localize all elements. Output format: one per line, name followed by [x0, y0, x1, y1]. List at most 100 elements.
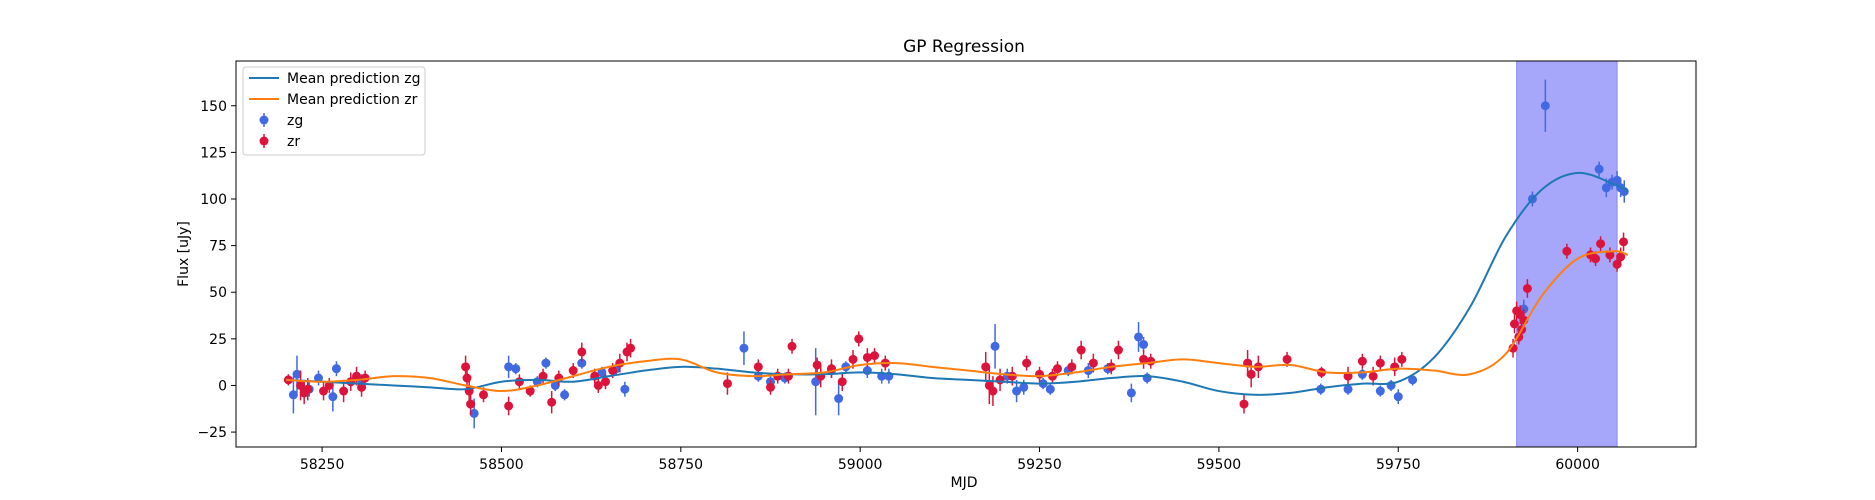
- data-point: [597, 367, 607, 377]
- data-point: [1282, 354, 1292, 364]
- data-point: [1596, 239, 1606, 249]
- data-point: [1052, 364, 1062, 374]
- plot-area: [283, 60, 1629, 448]
- data-point: [1375, 358, 1385, 368]
- y-tick-label: 0: [218, 378, 227, 394]
- data-point: [339, 386, 349, 396]
- data-point: [1375, 386, 1385, 396]
- data-point: [550, 380, 560, 390]
- data-point: [854, 334, 864, 344]
- data-point: [862, 352, 872, 362]
- data-point: [1113, 345, 1123, 355]
- data-point: [1408, 375, 1418, 385]
- y-tick-label: 125: [200, 145, 227, 161]
- data-point: [1393, 392, 1403, 402]
- data-point: [1605, 250, 1615, 260]
- data-point: [461, 362, 471, 372]
- x-tick-label: 58500: [479, 457, 524, 473]
- line-mean-prediction-zg: [286, 171, 1629, 396]
- line-mean-prediction-zr: [286, 250, 1629, 393]
- data-point: [739, 343, 749, 353]
- x-axis: 58250 58500 58750 59000 59250 59500 59750 60000: [300, 447, 1600, 473]
- data-point: [1594, 164, 1604, 174]
- series-zg: [288, 79, 1629, 429]
- x-tick-label: 59250: [1017, 457, 1062, 473]
- data-point: [479, 390, 489, 400]
- data-point: [1357, 356, 1367, 366]
- x-tick-label: 60000: [1555, 457, 1600, 473]
- legend-marker-zg: [259, 115, 269, 125]
- data-point: [1146, 356, 1156, 366]
- data-point: [1562, 246, 1572, 256]
- y-tick-label: 100: [200, 192, 227, 208]
- x-tick-label: 59000: [838, 457, 883, 473]
- data-point: [504, 401, 514, 411]
- data-point: [812, 360, 822, 370]
- data-point: [1012, 386, 1022, 396]
- data-point: [593, 380, 603, 390]
- data-point: [848, 354, 858, 364]
- legend-label-zg-mean: Mean prediction zg: [287, 71, 421, 87]
- legend: Mean prediction zg Mean prediction zr zg…: [242, 66, 426, 156]
- plot-frame: [235, 60, 1697, 448]
- x-tick-label: 58750: [659, 457, 704, 473]
- x-axis-label: MJD: [951, 475, 978, 491]
- data-point: [1134, 332, 1144, 342]
- y-tick-label: −25: [197, 425, 227, 441]
- x-tick-label: 59500: [1197, 457, 1242, 473]
- data-point: [834, 394, 844, 404]
- data-point: [1088, 358, 1098, 368]
- data-point: [626, 343, 636, 353]
- data-point: [525, 386, 535, 396]
- data-point: [357, 382, 367, 392]
- data-point: [1142, 373, 1152, 383]
- x-tick-label: 58250: [300, 457, 345, 473]
- data-point: [722, 379, 732, 389]
- data-point: [1357, 369, 1367, 379]
- data-point: [753, 362, 763, 372]
- data-point: [462, 373, 472, 383]
- y-axis-label: Flux [uJy]: [176, 221, 192, 287]
- data-point: [1509, 319, 1519, 329]
- y-tick-label: 75: [209, 239, 227, 255]
- legend-marker-zr: [259, 136, 269, 146]
- data-point: [352, 371, 362, 381]
- data-point: [1022, 358, 1032, 368]
- data-point: [469, 408, 479, 418]
- data-point: [600, 377, 610, 387]
- data-point: [620, 384, 630, 394]
- data-point: [1397, 354, 1407, 364]
- data-point: [292, 369, 302, 379]
- data-point: [1368, 371, 1378, 381]
- data-point: [783, 371, 793, 381]
- data-point: [1139, 354, 1149, 364]
- data-point: [988, 386, 998, 396]
- x-tick-label: 59750: [1376, 457, 1421, 473]
- data-point: [538, 371, 548, 381]
- y-axis: −25 0 25 50 75 100 125 150: [197, 99, 236, 441]
- data-point: [862, 366, 872, 376]
- data-point: [314, 373, 324, 383]
- data-point: [1019, 382, 1029, 392]
- legend-label-zr: zr: [287, 134, 300, 150]
- data-point: [541, 358, 551, 368]
- data-point: [1035, 369, 1045, 379]
- data-point: [1619, 237, 1629, 247]
- data-point: [328, 392, 338, 402]
- legend-label-zg: zg: [287, 113, 303, 129]
- data-point: [1540, 101, 1550, 111]
- data-point: [995, 375, 1005, 385]
- data-point: [577, 347, 587, 357]
- data-point: [1591, 254, 1601, 264]
- data-point: [547, 397, 557, 407]
- data-point: [466, 399, 476, 409]
- data-point: [1045, 384, 1055, 394]
- data-point: [288, 390, 298, 400]
- data-point: [1139, 339, 1149, 349]
- data-point: [1343, 384, 1353, 394]
- data-point: [1601, 183, 1611, 193]
- data-point: [514, 377, 524, 387]
- y-tick-label: 25: [209, 332, 227, 348]
- data-point: [787, 341, 797, 351]
